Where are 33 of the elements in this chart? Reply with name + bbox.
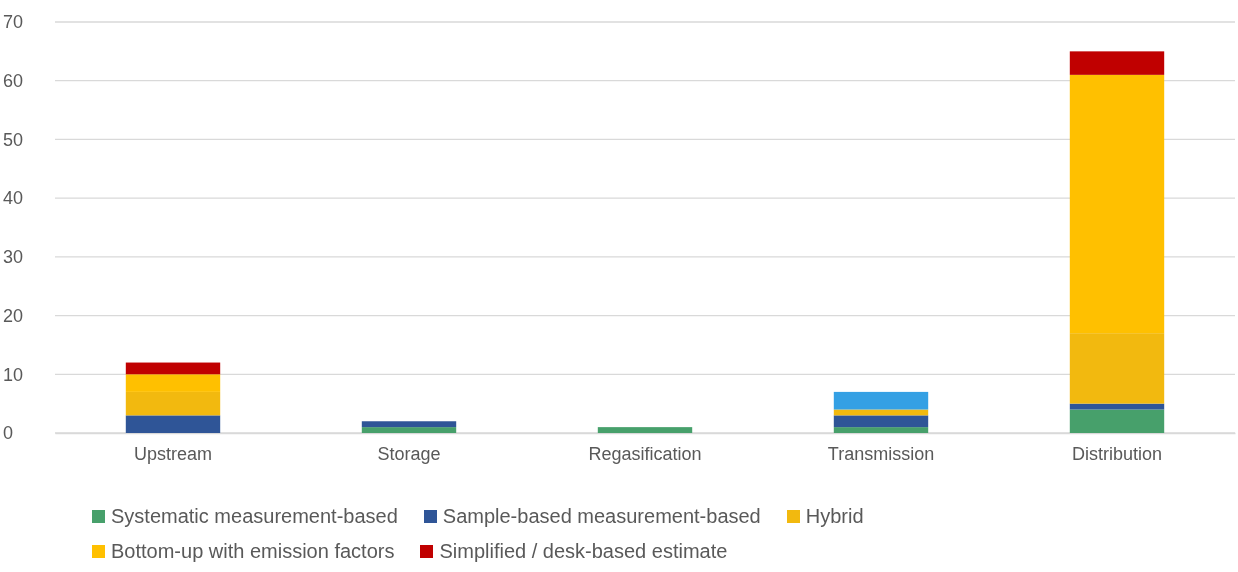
- y-tick-label: 20: [3, 305, 24, 326]
- y-tick-label: 10: [3, 364, 24, 385]
- bar: [125, 374, 221, 392]
- y-tick-label: 30: [3, 247, 24, 268]
- bar: [361, 427, 457, 433]
- y-tick-label: 50: [3, 129, 24, 150]
- bar: [125, 391, 221, 416]
- y-tick-label: 70: [3, 12, 24, 33]
- bar: [1069, 333, 1165, 404]
- legend-label: Systematic measurement-based: [111, 505, 398, 528]
- bar: [833, 391, 929, 410]
- bar: [833, 415, 929, 428]
- bar: [125, 415, 221, 433]
- legend-label: Sample-based measurement-based: [442, 505, 761, 528]
- y-tick-label: 40: [3, 188, 24, 209]
- bar: [1069, 74, 1165, 334]
- bar: [833, 427, 929, 433]
- bar: [597, 427, 693, 433]
- bar: [1069, 409, 1165, 433]
- x-tick-label: Storage: [377, 443, 441, 464]
- x-tick-label: Regasification: [588, 443, 702, 464]
- legend-label: Bottom-up with emission factors: [111, 540, 395, 563]
- y-tick-label: 0: [3, 423, 14, 444]
- bar: [125, 362, 221, 375]
- bar: [361, 421, 457, 428]
- legend-label: Simplified / desk-based estimate: [439, 540, 728, 563]
- bar: [1069, 51, 1165, 75]
- x-tick-label: Transmission: [827, 443, 935, 464]
- y-tick-label: 60: [3, 70, 24, 91]
- x-tick-label: Upstream: [133, 443, 213, 464]
- bar: [1069, 403, 1165, 410]
- x-tick-label: Distribution: [1071, 443, 1163, 464]
- legend-label: Hybrid: [805, 505, 864, 528]
